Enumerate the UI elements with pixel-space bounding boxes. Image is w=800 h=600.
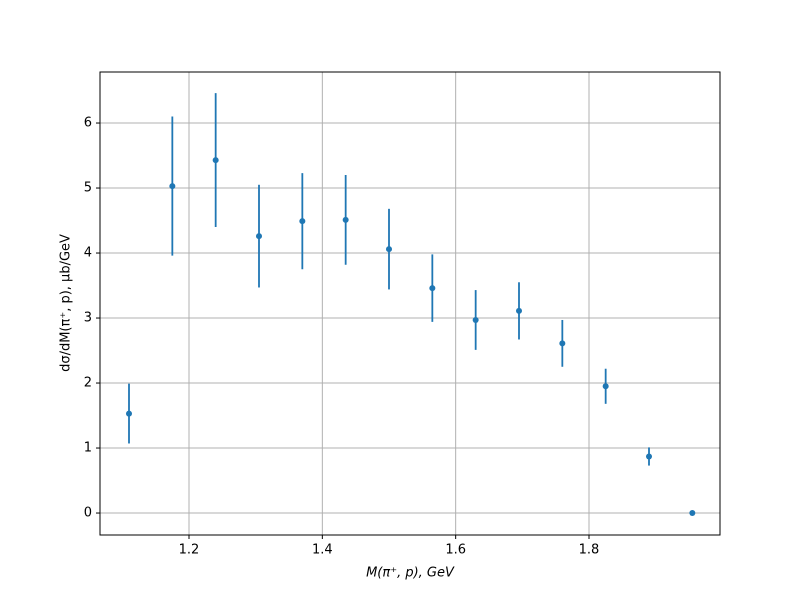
x-tick-label: 1.6	[445, 543, 466, 558]
point	[429, 285, 436, 292]
point	[516, 307, 522, 314]
y-tick-label: 2	[84, 376, 92, 391]
point	[342, 216, 349, 223]
x-tick-label: 1.4	[312, 543, 333, 558]
y-tick-label: 3	[84, 311, 92, 326]
point	[126, 410, 132, 417]
point	[386, 246, 392, 253]
y-tick-label: 1	[84, 441, 92, 456]
x-axis-label: M(π⁺, p), GeV	[366, 566, 455, 581]
y-tick-label: 6	[84, 116, 92, 131]
y-axis-label: dσ/dM(π⁺, p), μb/GeV	[59, 234, 74, 372]
point	[646, 453, 652, 460]
y-tick-label: 0	[84, 506, 92, 521]
point	[212, 157, 219, 164]
point	[299, 218, 306, 225]
point	[472, 316, 479, 323]
point	[602, 383, 609, 390]
point	[559, 340, 566, 347]
y-tick-label: 5	[84, 181, 92, 196]
x-tick-label: 1.2	[179, 543, 200, 558]
point	[689, 510, 696, 517]
point	[169, 183, 176, 190]
plot-frame	[99, 71, 721, 536]
point	[256, 233, 262, 240]
y-tick-label: 4	[84, 246, 92, 261]
x-tick-label: 1.8	[579, 543, 600, 558]
